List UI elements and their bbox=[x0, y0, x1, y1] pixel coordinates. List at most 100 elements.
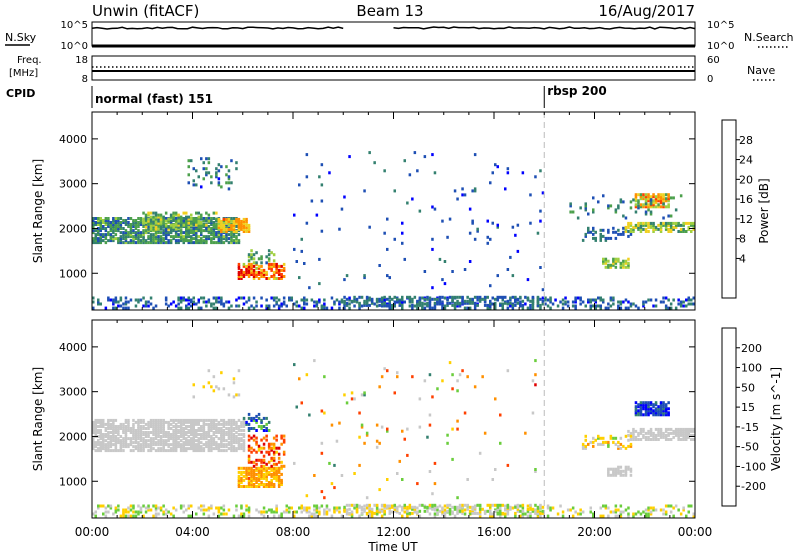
heatmap-cell bbox=[637, 206, 640, 210]
heatmap-cell bbox=[169, 225, 173, 229]
heatmap-cell bbox=[220, 427, 223, 430]
heatmap-cell bbox=[438, 509, 442, 513]
heatmap-cell bbox=[182, 504, 186, 508]
heatmap-cell bbox=[315, 302, 319, 306]
heatmap-cell bbox=[222, 230, 226, 233]
heatmap-cell bbox=[612, 469, 615, 473]
heatmap-cell bbox=[323, 512, 326, 516]
heatmap-cell bbox=[102, 447, 105, 451]
heatmap-cell bbox=[222, 422, 226, 426]
heatmap-cell bbox=[529, 299, 532, 303]
heatmap-cell bbox=[215, 233, 218, 237]
heatmap-cell bbox=[657, 409, 660, 413]
heatmap-cell bbox=[629, 227, 633, 231]
heatmap-cell bbox=[383, 506, 386, 510]
heatmap-cell bbox=[147, 422, 150, 426]
heatmap-cell bbox=[441, 295, 444, 299]
heatmap-cell bbox=[609, 204, 613, 208]
heatmap-cell bbox=[144, 510, 148, 514]
heatmap-cell bbox=[167, 304, 170, 308]
heatmap-cell bbox=[247, 470, 251, 474]
heatmap-cell bbox=[154, 437, 158, 441]
heatmap-cell bbox=[556, 304, 560, 308]
heatmap-cell bbox=[295, 304, 299, 308]
heatmap-cell bbox=[174, 217, 178, 220]
heatmap-cell bbox=[267, 429, 271, 432]
heatmap-cell bbox=[433, 301, 437, 305]
heatmap-cell bbox=[200, 221, 203, 225]
heatmap-cell bbox=[664, 205, 668, 209]
heatmap-cell bbox=[471, 221, 474, 225]
heatmap-cell bbox=[197, 175, 201, 179]
heatmap-cell bbox=[159, 239, 163, 243]
heatmap-cell bbox=[647, 193, 650, 197]
heatmap-cell bbox=[398, 504, 402, 508]
heatmap-cell bbox=[247, 268, 251, 272]
heatmap-cell bbox=[358, 435, 361, 439]
heatmap-cell bbox=[315, 213, 319, 217]
heatmap-cell bbox=[192, 449, 196, 453]
heatmap-cell bbox=[252, 257, 256, 261]
heatmap-cell bbox=[109, 418, 113, 422]
heatmap-cell bbox=[634, 199, 638, 203]
heatmap-cell bbox=[690, 302, 693, 306]
heatmap-cell bbox=[220, 225, 223, 229]
heatmap-cell bbox=[627, 263, 630, 267]
heatmap-cell bbox=[202, 449, 206, 453]
heatmap-cell bbox=[270, 464, 273, 468]
heatmap-cell bbox=[94, 510, 98, 514]
heatmap-cell bbox=[644, 199, 648, 203]
heatmap-cell bbox=[260, 275, 263, 278]
heatmap-cell bbox=[463, 503, 467, 507]
heatmap-cell bbox=[230, 431, 233, 434]
heatmap-cell bbox=[639, 403, 643, 407]
heatmap-cell bbox=[280, 304, 283, 308]
heatmap-cell bbox=[298, 304, 301, 308]
heatmap-cell bbox=[252, 483, 256, 486]
heatmap-cell bbox=[102, 512, 105, 516]
heatmap-cell bbox=[225, 427, 228, 430]
heatmap-cell bbox=[478, 299, 482, 303]
heatmap-cell bbox=[398, 301, 402, 305]
heatmap-cell bbox=[293, 363, 296, 367]
heatmap-cell bbox=[504, 301, 507, 305]
heatmap-cell bbox=[383, 301, 386, 305]
heatmap-cell bbox=[637, 306, 640, 310]
heatmap-cell bbox=[92, 237, 95, 241]
heatmap-cell bbox=[275, 268, 278, 272]
heatmap-cell bbox=[114, 508, 118, 512]
heatmap-cell bbox=[99, 445, 103, 449]
heatmap-cell bbox=[124, 231, 128, 235]
heatmap-cell bbox=[205, 223, 208, 227]
heatmap-cell bbox=[97, 506, 100, 510]
heatmap-cell bbox=[154, 221, 158, 225]
heatmap-cell bbox=[217, 231, 221, 235]
heatmap-cell bbox=[174, 223, 178, 227]
heatmap-cell bbox=[185, 431, 188, 434]
heatmap-cell bbox=[320, 441, 324, 445]
heatmap-cell bbox=[685, 427, 688, 431]
heatmap-cell bbox=[652, 203, 655, 207]
heatmap-cell bbox=[99, 225, 103, 228]
heatmap-cell bbox=[177, 420, 180, 424]
heatmap-cell bbox=[247, 485, 251, 488]
heatmap-cell bbox=[506, 299, 510, 303]
heatmap-cell bbox=[217, 241, 221, 245]
heatmap-cell bbox=[652, 403, 655, 407]
heatmap-cell bbox=[104, 237, 108, 241]
heatmap-cell bbox=[210, 227, 213, 230]
heatmap-cell bbox=[144, 433, 148, 436]
heatmap-cell bbox=[129, 443, 133, 447]
heatmap-cell bbox=[227, 427, 231, 430]
heatmap-cell bbox=[179, 429, 183, 432]
heatmap-cell bbox=[293, 302, 296, 306]
heatmap-cell bbox=[634, 193, 638, 197]
heatmap-cell bbox=[370, 297, 374, 301]
heatmap-cell bbox=[298, 506, 301, 510]
heatmap-cell bbox=[549, 300, 552, 304]
heatmap-cell bbox=[652, 221, 655, 225]
heatmap-cell bbox=[179, 217, 183, 221]
heatmap-cell bbox=[639, 407, 643, 411]
heatmap-cell bbox=[97, 425, 100, 428]
heatmap-cell bbox=[245, 474, 248, 478]
